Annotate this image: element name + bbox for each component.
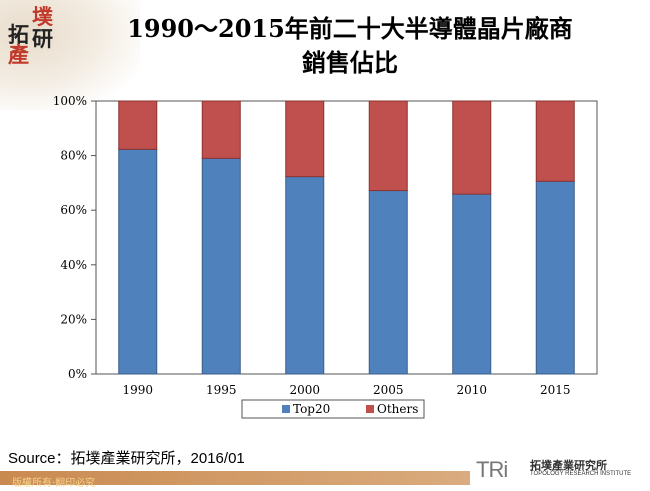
- x-tick-label: 2010: [456, 383, 487, 397]
- tri-logo: TRi 拓墣產業研究所 TOPOLOGY RESEARCH INSTITUTE: [470, 457, 650, 485]
- logo: 拓 墣 產 研: [8, 5, 53, 67]
- bar-top20-2005: [368, 190, 408, 375]
- y-tick-label: 20%: [60, 312, 87, 326]
- source-note: Source：拓墣產業研究所，2016/01: [8, 450, 245, 467]
- legend-swatch-others: [366, 405, 374, 413]
- chart-title: 1990～2015年前二十大半導體晶片廠商 銷售佔比: [70, 12, 630, 80]
- bar-others-2005: [368, 100, 408, 192]
- bar-top20-2000: [285, 176, 325, 375]
- title-line-1: 1990～2015年前二十大半導體晶片廠商: [127, 14, 573, 43]
- tri-name-zh: 拓墣產業研究所: [530, 459, 607, 472]
- tri-name-en: TOPOLOGY RESEARCH INSTITUTE: [530, 471, 632, 477]
- bar-others-1995: [201, 100, 241, 159]
- legend-label-others: Others: [377, 402, 418, 416]
- bar-top20-1990: [118, 148, 158, 375]
- y-tick-label: 0%: [68, 367, 87, 381]
- title-line-2: 銷售佔比: [302, 48, 398, 77]
- tri-mark: TRi: [476, 457, 508, 482]
- bar-others-2000: [285, 100, 325, 178]
- y-tick-label: 80%: [60, 149, 87, 163]
- bar-others-2010: [452, 100, 492, 195]
- legend-swatch-top20: [282, 405, 290, 413]
- y-tick-label: 40%: [60, 258, 87, 272]
- y-tick-label: 60%: [60, 203, 87, 217]
- bar-top20-1995: [201, 157, 241, 375]
- bar-others-2015: [535, 100, 575, 182]
- x-tick-label: 2005: [373, 383, 404, 397]
- bar-others-1990: [118, 100, 158, 150]
- bar-top20-2010: [452, 193, 492, 375]
- copyright-text: 版權所有‧翻印必究: [12, 478, 96, 489]
- bar-top20-2015: [535, 180, 575, 375]
- header-background: [0, 0, 140, 110]
- y-tick-label: 100%: [53, 94, 87, 108]
- x-tick-label: 1990: [122, 383, 153, 397]
- plot-area: [95, 100, 598, 375]
- x-tick-label: 1995: [206, 383, 237, 397]
- x-tick-label: 2000: [289, 383, 320, 397]
- legend: [241, 399, 425, 419]
- legend-label-top20: Top20: [293, 402, 330, 416]
- x-tick-label: 2015: [540, 383, 571, 397]
